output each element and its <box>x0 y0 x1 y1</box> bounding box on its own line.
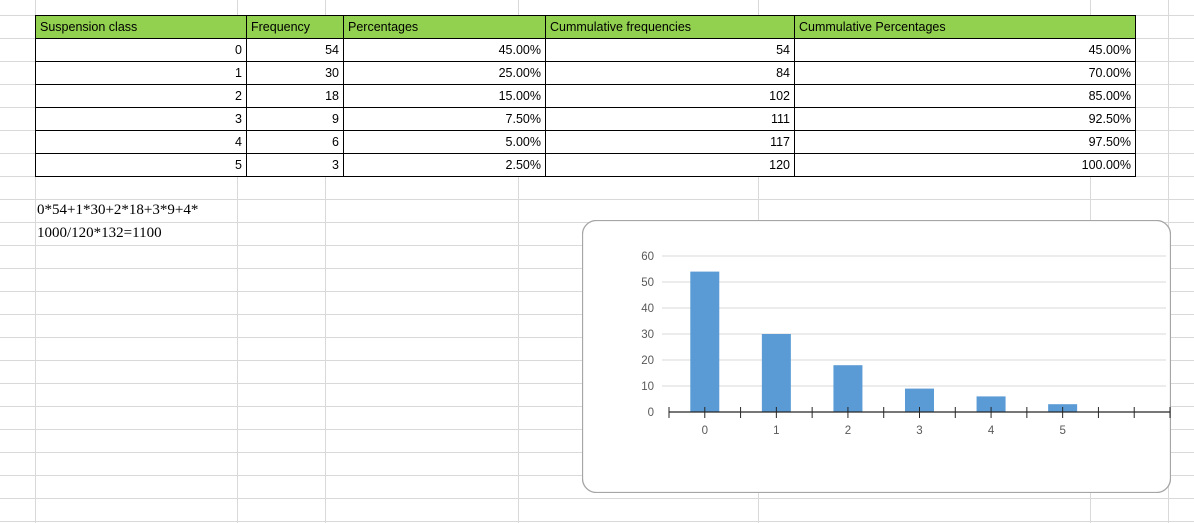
table-cell-r5c2[interactable]: 2.50% <box>343 153 546 177</box>
y-axis-label-40: 40 <box>641 303 654 315</box>
gridline <box>0 521 1194 522</box>
y-axis-label-50: 50 <box>641 277 654 289</box>
note-cell-line1[interactable]: 0*54+1*30+2*18+3*9+4* <box>37 202 199 218</box>
table-cell-r3c2[interactable]: 7.50% <box>343 107 546 131</box>
table-cell-r3c3[interactable]: 111 <box>545 107 795 131</box>
bar-category-1[interactable] <box>761 334 791 412</box>
table-cell-r5c0[interactable]: 5 <box>35 153 247 177</box>
column-header-4[interactable]: Cummulative Percentages <box>794 15 1136 39</box>
frequency-table: Suspension class Frequency Percentages Cumm… <box>35 15 1136 177</box>
chart-frame <box>581 219 1172 494</box>
bar-category-3[interactable] <box>905 388 934 412</box>
x-axis-label-0: 0 <box>702 425 708 437</box>
x-axis-label-5: 5 <box>1059 425 1065 437</box>
table-cell-r1c2[interactable]: 25.00% <box>343 61 546 85</box>
table-cell-r0c1[interactable]: 54 <box>246 38 344 62</box>
table-cell-r4c0[interactable]: 4 <box>35 130 247 154</box>
y-axis-label-0: 0 <box>648 407 654 419</box>
bar-category-2[interactable] <box>833 365 863 412</box>
table-cell-r1c0[interactable]: 1 <box>35 61 247 85</box>
gridline <box>325 0 326 523</box>
frequency-bar-chart[interactable]: 0 10 20 30 40 50 60 0 1 2 3 4 5 <box>581 219 1172 494</box>
table-cell-r4c3[interactable]: 117 <box>545 130 795 154</box>
table-row: 3 9 7.50% 111 92.50% <box>35 107 1136 131</box>
note-cell-line2[interactable]: 1000/120*132=1100 <box>37 225 162 241</box>
table-cell-r3c1[interactable]: 9 <box>246 107 344 131</box>
table-row: 1 30 25.00% 84 70.00% <box>35 61 1136 85</box>
y-axis-label-20: 20 <box>641 355 654 367</box>
table-cell-r4c1[interactable]: 6 <box>246 130 344 154</box>
x-axis-label-2: 2 <box>845 425 851 437</box>
gridline <box>0 176 1194 177</box>
table-cell-r5c4[interactable]: 100.00% <box>794 153 1136 177</box>
table-cell-r3c0[interactable]: 3 <box>35 107 247 131</box>
y-axis-label-30: 30 <box>641 329 654 341</box>
gridline <box>518 0 519 523</box>
table-cell-r2c1[interactable]: 18 <box>246 84 344 108</box>
table-row: 2 18 15.00% 102 85.00% <box>35 84 1136 108</box>
table-cell-r4c4[interactable]: 97.50% <box>794 130 1136 154</box>
table-cell-r0c4[interactable]: 45.00% <box>794 38 1136 62</box>
column-header-2[interactable]: Percentages <box>343 15 546 39</box>
gridline <box>0 498 1194 499</box>
table-cell-r2c0[interactable]: 2 <box>35 84 247 108</box>
table-row: 4 6 5.00% 117 97.50% <box>35 130 1136 154</box>
x-axis-label-4: 4 <box>988 425 995 437</box>
table-cell-r5c1[interactable]: 3 <box>246 153 344 177</box>
table-cell-r0c2[interactable]: 45.00% <box>343 38 546 62</box>
gridline <box>0 199 1194 200</box>
x-axis-label-3: 3 <box>916 425 922 437</box>
y-axis-label-10: 10 <box>641 381 654 393</box>
table-cell-r1c3[interactable]: 84 <box>545 61 795 85</box>
column-header-1[interactable]: Frequency <box>246 15 344 39</box>
table-cell-r1c1[interactable]: 30 <box>246 61 344 85</box>
table-cell-r4c2[interactable]: 5.00% <box>343 130 546 154</box>
column-header-3[interactable]: Cummulative frequencies <box>545 15 795 39</box>
y-axis-label-60: 60 <box>641 251 654 263</box>
table-cell-r0c3[interactable]: 54 <box>545 38 795 62</box>
table-row: 5 3 2.50% 120 100.00% <box>35 153 1136 177</box>
bar-category-0[interactable] <box>690 271 720 412</box>
gridline <box>237 0 238 523</box>
table-cell-r2c4[interactable]: 85.00% <box>794 84 1136 108</box>
table-cell-r2c3[interactable]: 102 <box>545 84 795 108</box>
table-row: 0 54 45.00% 54 45.00% <box>35 38 1136 62</box>
table-cell-r2c2[interactable]: 15.00% <box>343 84 546 108</box>
table-cell-r1c4[interactable]: 70.00% <box>794 61 1136 85</box>
x-axis-label-1: 1 <box>773 425 779 437</box>
bar-category-4[interactable] <box>976 396 1006 412</box>
table-cell-r5c3[interactable]: 120 <box>545 153 795 177</box>
table-cell-r0c0[interactable]: 0 <box>35 38 247 62</box>
table-cell-r3c4[interactable]: 92.50% <box>794 107 1136 131</box>
frequency-table-header: Suspension class Frequency Percentages Cumm… <box>35 15 1136 39</box>
column-header-0[interactable]: Suspension class <box>35 15 247 39</box>
gridline <box>35 0 36 523</box>
